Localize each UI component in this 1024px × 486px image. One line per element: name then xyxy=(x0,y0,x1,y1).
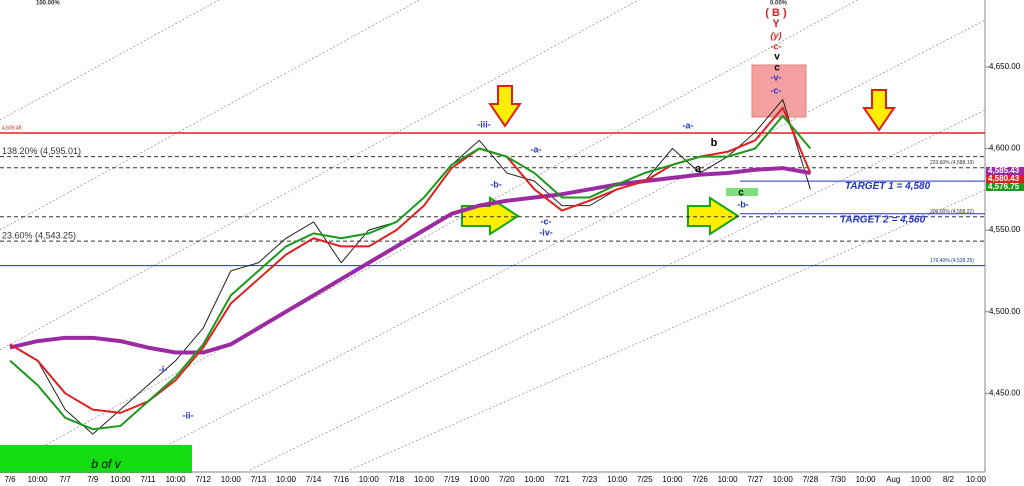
series-line xyxy=(9,106,812,414)
wave-label: ( B ) xyxy=(765,7,787,19)
x-tick-label: 10:00 xyxy=(773,475,794,484)
wave-label: v xyxy=(774,52,780,63)
price-badge-label: 4,580.43 xyxy=(988,174,1020,183)
price-badge xyxy=(986,175,1024,183)
wave-label: -c- xyxy=(771,85,782,95)
x-tick-label: 10:00 xyxy=(359,475,380,484)
x-tick-label: 10:00 xyxy=(856,475,877,484)
level-label: 223.60% (4,588.19) xyxy=(930,160,974,166)
x-tick-label: 10:00 xyxy=(966,475,987,484)
x-tick-label: 10:00 xyxy=(524,475,545,484)
wave-label: a xyxy=(695,163,702,175)
wave-label: c xyxy=(774,63,780,74)
highlight-box xyxy=(751,64,807,118)
x-tick-label: 10:00 xyxy=(166,475,187,484)
x-tick-label: 7/7 xyxy=(60,475,72,484)
target-label: TARGET 2 = 4,560 xyxy=(840,214,926,225)
y-tick-label: 4,450.00 xyxy=(989,388,1021,397)
wave-label: -iv- xyxy=(539,227,553,237)
wave-label: 0.00% xyxy=(770,1,788,7)
price-badge-label: 4,576.75 xyxy=(988,182,1020,191)
x-tick-label: 8/2 xyxy=(943,475,955,484)
x-tick-label: 7/21 xyxy=(554,475,570,484)
wave-label: -iii- xyxy=(477,119,491,129)
x-tick-label: 10:00 xyxy=(718,475,739,484)
x-tick-label: 7/30 xyxy=(830,475,846,484)
wave-label: -b- xyxy=(490,179,502,189)
wave-label: c xyxy=(738,188,744,199)
wave-label: -ii- xyxy=(183,410,194,420)
x-tick-label: 10:00 xyxy=(28,475,49,484)
highlight-box xyxy=(726,188,758,196)
x-tick-label: 7/14 xyxy=(306,475,322,484)
x-tick-label: 7/11 xyxy=(141,475,157,484)
price-badge xyxy=(986,167,1024,175)
x-tick-label: 7/23 xyxy=(582,475,598,484)
x-tick-label: 10:00 xyxy=(414,475,435,484)
x-tick-label: 7/16 xyxy=(333,475,349,484)
x-tick-label: 7/18 xyxy=(389,475,405,484)
x-tick-label: 10:00 xyxy=(276,475,297,484)
x-tick-label: 7/25 xyxy=(637,475,653,484)
channel-lines xyxy=(0,0,986,471)
x-tick-label: 10:00 xyxy=(911,475,932,484)
wave-label: 100.00% xyxy=(36,1,60,7)
level-label: 200.00% (4,558.22) xyxy=(930,209,974,215)
y-tick-label: 4,600.00 xyxy=(989,144,1021,153)
x-tick-label: 10:00 xyxy=(469,475,490,484)
x-tick-label: 7/12 xyxy=(195,475,211,484)
level-label: 4,609.48 xyxy=(2,125,22,131)
x-tick-label: 7/27 xyxy=(747,475,763,484)
x-tick-label: 7/6 xyxy=(4,475,16,484)
arrows xyxy=(461,85,896,236)
wave-label: -c- xyxy=(541,216,552,226)
wave-label: Y xyxy=(772,18,780,30)
x-tick-label: 10:00 xyxy=(221,475,242,484)
level-label: 23.60% (4,543.25) xyxy=(2,230,76,240)
level-label: 176.40% (4,528.25) xyxy=(930,258,974,264)
price-badge xyxy=(986,183,1024,191)
x-tick-label: 7/20 xyxy=(499,475,515,484)
x-tick-label: 10:00 xyxy=(662,475,683,484)
wave-label: -c- xyxy=(771,41,782,51)
wave-label: b xyxy=(711,137,718,149)
wave-label: b of v xyxy=(91,457,121,471)
wave-label: -v- xyxy=(771,72,782,82)
label-box xyxy=(0,445,192,473)
x-tick-label: 7/13 xyxy=(251,475,267,484)
wave-label: -a- xyxy=(683,120,694,130)
target-label: TARGET 1 = 4,580 xyxy=(845,181,931,192)
y-tick-label: 4,650.00 xyxy=(989,62,1021,71)
series-line xyxy=(9,99,811,435)
price-badge-label: 4,585.43 xyxy=(988,166,1020,175)
wave-label: -a- xyxy=(531,144,542,154)
wave-label: -i- xyxy=(159,364,168,374)
x-tick-label: 7/9 xyxy=(87,475,99,484)
x-tick-label: 10:00 xyxy=(607,475,628,484)
wave-label: (y) xyxy=(771,30,782,40)
y-tick-label: 4,550.00 xyxy=(989,225,1021,234)
series-line xyxy=(9,166,811,355)
series-line xyxy=(9,114,812,431)
y-tick-label: 4,500.00 xyxy=(989,307,1021,316)
x-tick-label: 10:00 xyxy=(110,475,131,484)
x-tick-label: 7/19 xyxy=(444,475,460,484)
x-tick-label: Aug xyxy=(886,475,900,484)
level-label: 138.20% (4,595.01) xyxy=(2,146,81,156)
x-tick-label: 7/26 xyxy=(692,475,708,484)
x-tick-label: 7/28 xyxy=(803,475,819,484)
wave-label: -b- xyxy=(737,199,749,209)
